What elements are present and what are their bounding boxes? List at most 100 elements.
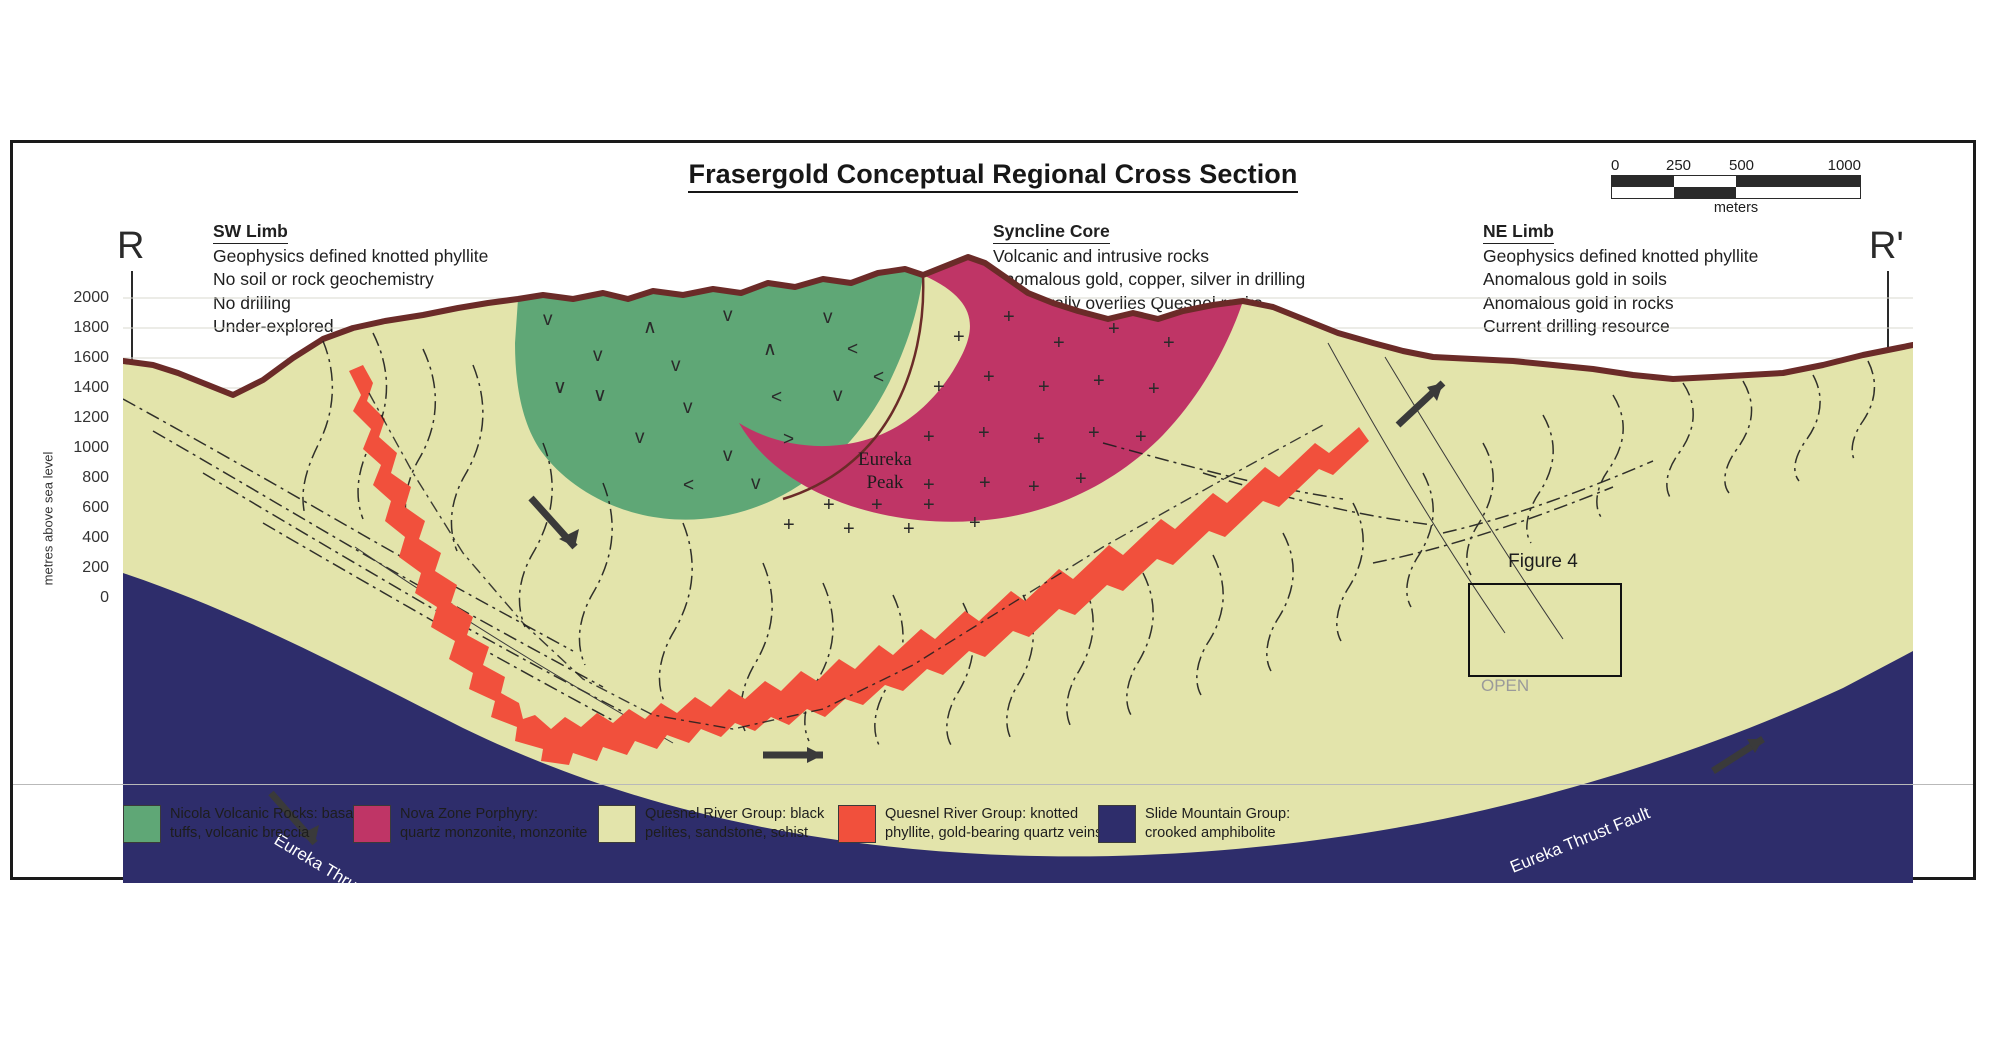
symbol-intrusive-plus: + [1053, 332, 1065, 354]
scale-tick-1000: 1000 [1827, 157, 1861, 174]
annotation-sw-limb-line-2: No soil or rock geochemistry [213, 269, 434, 290]
annotation-syncline-core-line-1: Volcanic and intrusive rocks [993, 246, 1209, 267]
y-axis-ticks: 2000 1800 1600 1400 1200 1000 800 600 400 200 0 [45, 143, 109, 877]
annotation-ne-limb-heading: NE Limb [1483, 220, 1554, 245]
page-title: Frasergold Conceptual Regional Cross Sec… [13, 159, 1973, 193]
symbol-volcanic-v: v [723, 445, 733, 466]
symbol-volcanic-v: v [635, 427, 645, 448]
legend-item[interactable]: Slide Mountain Group: crooked amphibolite [1098, 805, 1290, 843]
legend-label-line-1: Nova Zone Porphyry: [400, 806, 538, 822]
section-end-label-left: R [117, 225, 145, 267]
legend-label-line-1: Nicola Volcanic Rocks: basalt, [170, 806, 365, 822]
symbol-intrusive-plus: + [969, 512, 981, 534]
annotation-sw-limb-line-4: Under-explored [213, 315, 334, 336]
symbol-intrusive-plus: + [1075, 468, 1087, 490]
legend-swatch [1098, 805, 1136, 843]
y-axis-tick-600: 600 [82, 499, 109, 516]
symbol-intrusive-plus: + [933, 376, 945, 398]
symbol-volcanic-v: < [683, 475, 694, 496]
annotation-sw-limb: SW Limb Geophysics defined knotted phyll… [213, 220, 488, 338]
symbol-intrusive-plus: + [1108, 318, 1120, 340]
cross-section-svg: v v ∧ v v v ∨ ∧ < v < v > v v < v [123, 254, 1913, 883]
legend-label: Nicola Volcanic Rocks: basalt, tuffs, vol… [170, 805, 365, 842]
movement-arrow-heads [299, 383, 1763, 843]
y-axis-tick-1800: 1800 [73, 319, 109, 336]
legend-label: Quesnel River Group: knotted phyllite, go… [885, 805, 1102, 842]
symbol-intrusive-plus: + [1033, 428, 1045, 450]
scale-tick-250: 250 [1666, 157, 1692, 174]
symbol-intrusive-plus: + [1028, 476, 1040, 498]
symbol-volcanic-v: v [833, 385, 843, 406]
symbol-volcanic-v: v [671, 355, 681, 376]
scale-bar-caption: meters [1713, 200, 1759, 216]
y-axis-tick-0: 0 [100, 589, 109, 606]
y-axis-tick-1200: 1200 [73, 409, 109, 426]
symbol-volcanic-v: ∧ [643, 317, 657, 338]
section-end-label-right: R' [1869, 225, 1904, 267]
symbol-volcanic-v: v [683, 397, 693, 418]
legend-swatch [123, 805, 161, 843]
scale-bar-row-top [1612, 176, 1860, 187]
y-axis-tick-2000: 2000 [73, 289, 109, 306]
legend-label-line-2: quartz monzonite, monzonite [400, 824, 588, 841]
symbol-intrusive-plus: + [871, 494, 883, 516]
symbol-volcanic-v: v [593, 345, 603, 366]
open-label: OPEN [1481, 676, 1530, 695]
scale-bar-labels: 0 250 500 1000 [1611, 157, 1861, 175]
symbol-volcanic-v: < [847, 339, 858, 360]
symbol-intrusive-plus: + [903, 518, 915, 540]
legend-item[interactable]: Quesnel River Group: knotted phyllite, go… [838, 805, 1102, 843]
symbol-volcanic-v: v [723, 305, 733, 326]
symbol-intrusive-plus: + [923, 426, 935, 448]
legend-item[interactable]: Nicola Volcanic Rocks: basalt, tuffs, vol… [123, 805, 365, 843]
symbol-volcanic-v: v [751, 473, 761, 494]
annotation-syncline-core-line-2: Anomalous gold, copper, silver in drilli… [993, 269, 1306, 290]
annotation-ne-limb-line-1: Geophysics defined knotted phyllite [1483, 246, 1759, 267]
symbol-volcanic-v: < [771, 387, 782, 408]
vein-axial-traces [368, 392, 1324, 730]
symbol-intrusive-plus: + [1003, 306, 1015, 328]
scale-bar-row-bottom [1612, 187, 1860, 198]
legend-item[interactable]: Quesnel River Group: black pelites, sands… [598, 805, 824, 843]
legend-label-line-1: Quesnel River Group: knotted [885, 806, 1079, 822]
symbol-intrusive-plus: + [843, 518, 855, 540]
unit-slide-mountain [123, 573, 1913, 883]
legend-label: Slide Mountain Group: crooked amphibolite [1145, 805, 1290, 842]
legend-label: Quesnel River Group: black pelites, sands… [645, 805, 824, 842]
symbol-intrusive-plus: + [923, 474, 935, 496]
symbol-intrusive-plus: + [983, 366, 995, 388]
scale-tick-0: 0 [1611, 157, 1620, 174]
figure-4-label: Figure 4 [1508, 551, 1578, 572]
symbol-intrusive-plus: + [978, 422, 990, 444]
legend-label: Nova Zone Porphyry: quartz monzonite, mon… [400, 805, 587, 842]
symbol-intrusive-plus: + [1148, 378, 1160, 400]
figure-frame: Frasergold Conceptual Regional Cross Sec… [10, 140, 1976, 883]
symbol-intrusive-plus: + [953, 326, 965, 348]
symbol-volcanic-v: ∨ [593, 385, 607, 406]
legend-label-line-2: phyllite, gold-bearing quartz veins [885, 824, 1103, 841]
eureka-peak-label-line-2: Peak [866, 472, 904, 493]
annotation-ne-limb-line-2: Anomalous gold in soils [1483, 269, 1667, 290]
unit-gold-vein-band [349, 365, 1369, 765]
symbol-intrusive-plus: + [923, 494, 935, 516]
legend-item[interactable]: Nova Zone Porphyry: quartz monzonite, mon… [353, 805, 587, 843]
cross-section-plot: v v ∧ v v v ∨ ∧ < v < v > v v < v [123, 143, 1913, 883]
annotation-sw-limb-line-1: Geophysics defined knotted phyllite [213, 246, 489, 267]
symbol-intrusive-plus: + [1038, 376, 1050, 398]
scale-bar-bars [1611, 175, 1861, 199]
y-axis-tick-800: 800 [82, 469, 109, 486]
symbol-volcanic-v: > [783, 429, 794, 450]
annotation-sw-limb-heading: SW Limb [213, 220, 288, 245]
topography-line [123, 254, 1913, 398]
y-axis-tick-200: 200 [82, 559, 109, 576]
legend-label-line-1: Slide Mountain Group: [1145, 806, 1291, 822]
scale-tick-500: 500 [1729, 157, 1755, 174]
annotation-ne-limb-line-4: Current drilling resource [1483, 315, 1670, 336]
symbol-volcanic-v-group: v v ∧ v v v ∨ ∧ < v < v > v v < v [543, 305, 884, 496]
figure-4-box[interactable] [1468, 583, 1622, 677]
scale-bar: 0 250 500 1000 meters [1611, 157, 1861, 216]
symbol-intrusive-plus: + [979, 472, 991, 494]
symbol-intrusive-plus: + [823, 494, 835, 516]
symbol-intrusive-plus-group: + + + + + + + + + + + + + + + + + [783, 306, 1175, 540]
legend-swatch [838, 805, 876, 843]
